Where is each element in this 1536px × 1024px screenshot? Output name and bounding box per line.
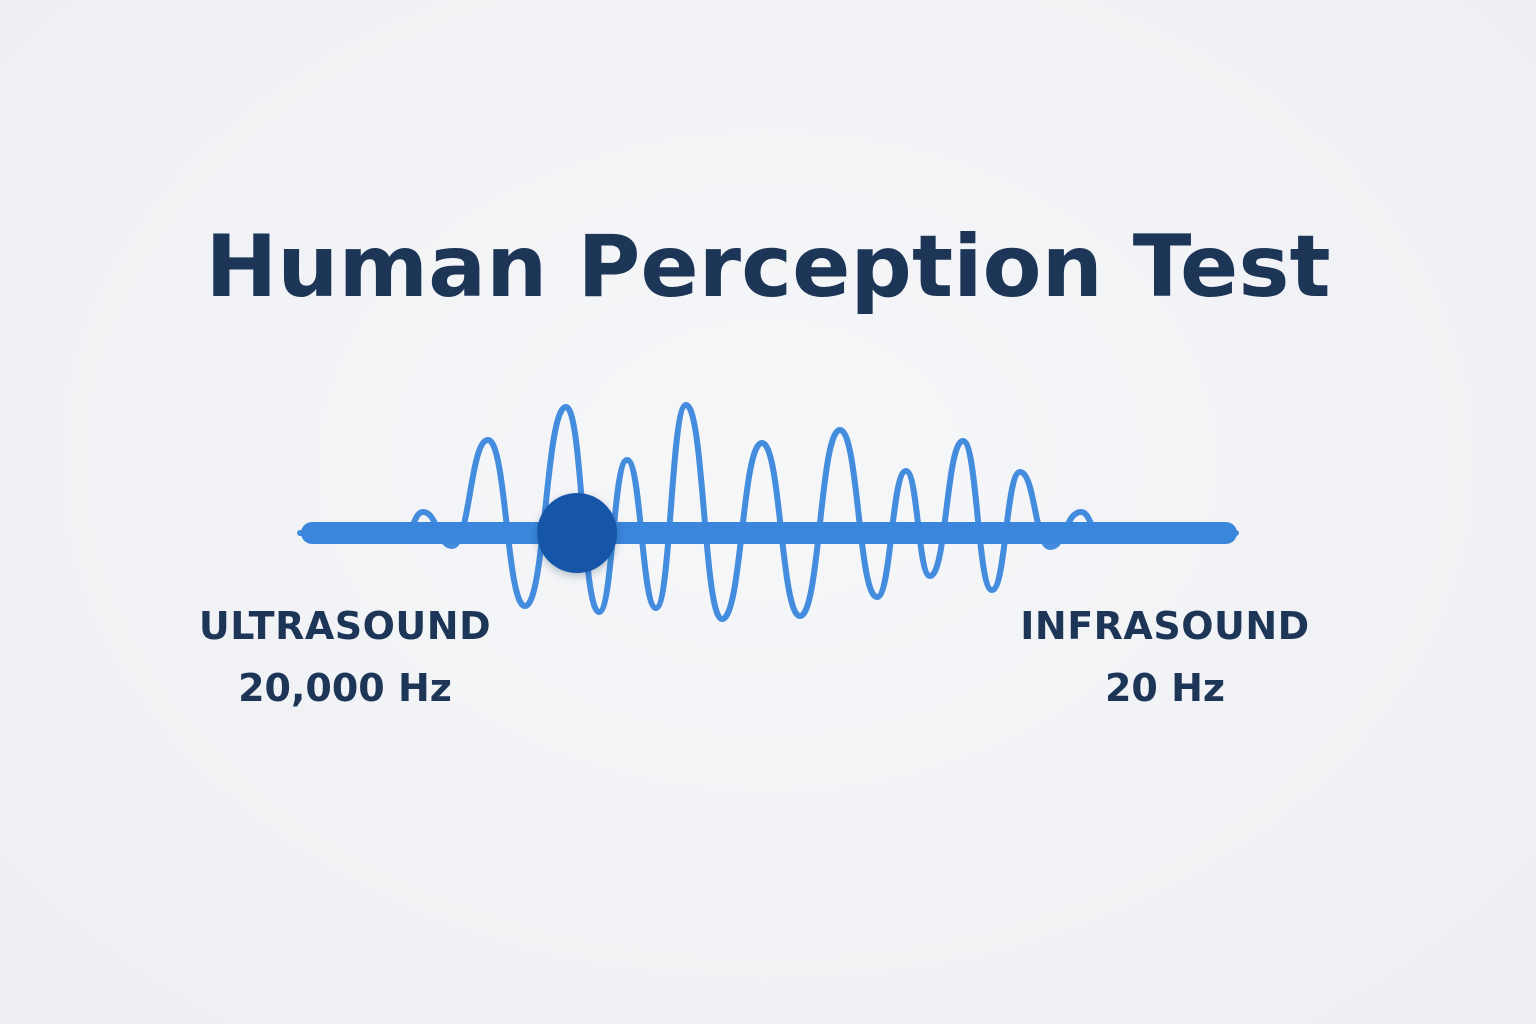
ultrasound-frequency: 20,000 Hz — [238, 666, 452, 710]
infrasound-frequency: 20 Hz — [1104, 666, 1226, 710]
ultrasound-label: ULTRASOUND 20,000 Hz — [170, 600, 520, 714]
ultrasound-name: ULTRASOUND — [198, 604, 492, 648]
slider-thumb[interactable] — [537, 493, 618, 573]
sound-wave — [297, 402, 1239, 622]
page-title: Human Perception Test — [205, 217, 1331, 317]
infrasound-label: INFRASOUND 20 Hz — [990, 600, 1340, 714]
infrasound-name: INFRASOUND — [1020, 604, 1310, 648]
